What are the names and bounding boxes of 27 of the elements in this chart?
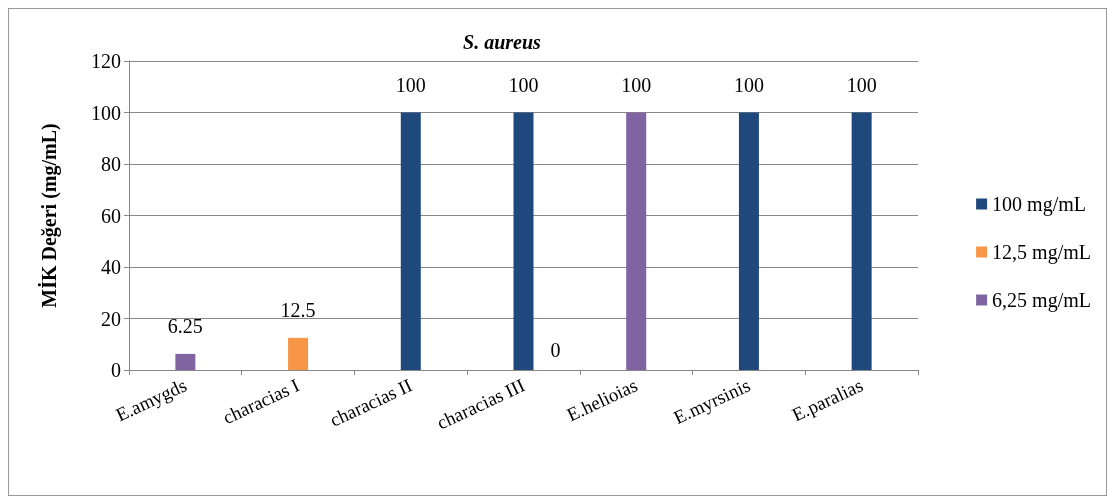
y-tick-label: 120 xyxy=(91,50,121,72)
bar xyxy=(400,112,421,370)
data-label: 100 xyxy=(846,73,877,96)
legend-label: 12,5 mg/mL xyxy=(992,241,1091,264)
legend-label: 6,25 mg/mL xyxy=(992,289,1091,312)
y-tick-label: 0 xyxy=(111,359,121,381)
y-tick-label: 20 xyxy=(101,307,121,330)
data-label: 12.5 xyxy=(280,298,316,321)
y-tick-label: 100 xyxy=(91,101,121,124)
legend-label: 100 mg/mL xyxy=(992,193,1086,216)
data-label: 100 xyxy=(395,73,426,96)
data-label: 100 xyxy=(733,73,764,96)
bar xyxy=(738,112,759,370)
bar xyxy=(851,112,872,370)
bar xyxy=(513,112,534,370)
annotation: 0 xyxy=(550,339,561,361)
bar xyxy=(175,353,196,370)
bar xyxy=(626,112,647,370)
data-label: 6.25 xyxy=(167,314,203,337)
data-label: 100 xyxy=(621,73,652,96)
y-tick-label: 80 xyxy=(101,153,121,175)
bar xyxy=(288,337,309,370)
y-tick-label: 60 xyxy=(101,204,121,227)
chart-title: S. aureus xyxy=(463,31,542,53)
y-tick-label: 40 xyxy=(101,256,121,278)
data-label: 100 xyxy=(508,73,539,96)
y-axis-title: MİK Değeri (mg/mL) xyxy=(37,123,61,308)
